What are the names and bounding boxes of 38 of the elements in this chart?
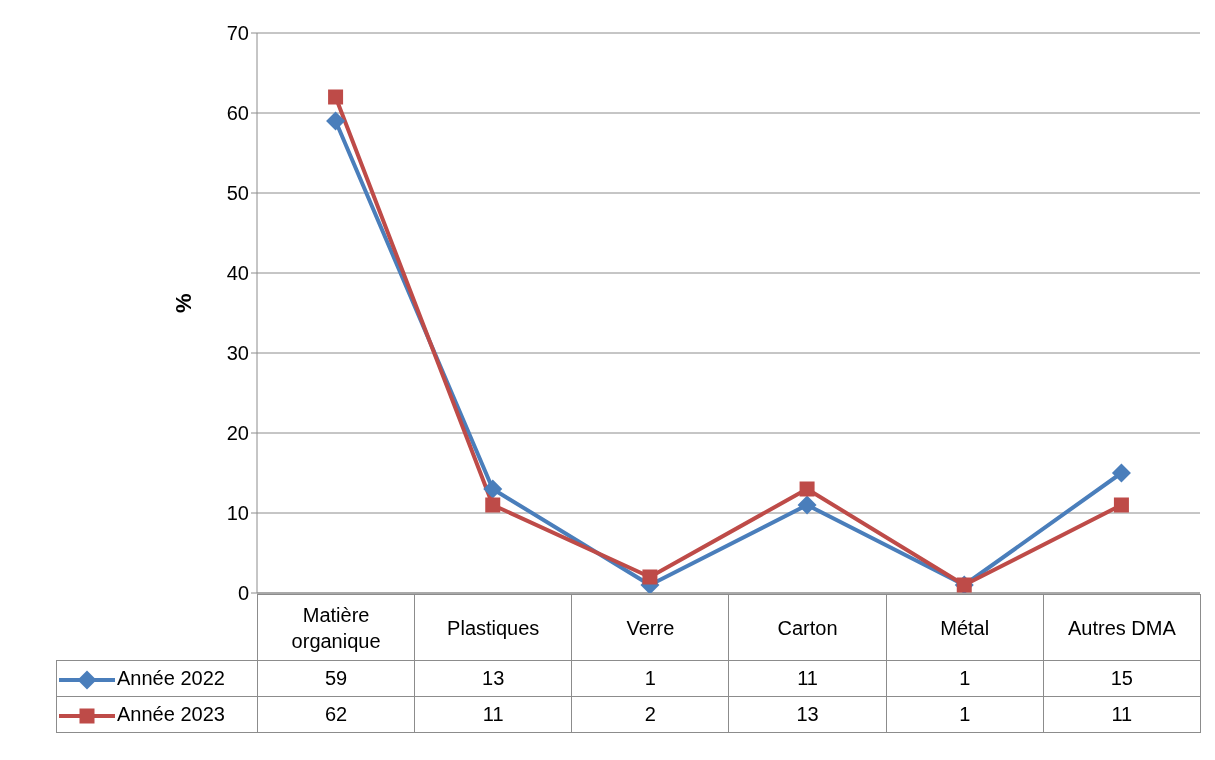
x-tick-label: Carton: [728, 594, 887, 661]
data-label: 1: [886, 696, 1044, 733]
data-label: 13: [414, 660, 572, 697]
data-label: 15: [1043, 660, 1201, 697]
y-tick-label: 10: [226, 502, 249, 525]
legend-label: Année 2022: [117, 667, 225, 689]
x-tick-label: Plastiques: [414, 594, 572, 661]
y-axis-title: %: [170, 293, 196, 313]
legend-label: Année 2023: [117, 703, 225, 725]
point: [328, 89, 344, 105]
data-label: 62: [257, 696, 415, 733]
data-label: 2: [571, 696, 729, 733]
data-label: 13: [728, 696, 887, 733]
x-tick-label: Verre: [571, 594, 729, 661]
data-label: 11: [728, 660, 887, 697]
y-tick-label: 40: [226, 262, 249, 285]
point: [797, 495, 817, 515]
data-label: 11: [414, 696, 572, 733]
point: [1111, 463, 1131, 483]
y-tick-label: 50: [226, 182, 249, 205]
y-tick-label: 70: [226, 22, 249, 45]
x-tick-label: Métal: [886, 594, 1044, 661]
point: [642, 569, 658, 585]
data-label: 1: [571, 660, 729, 697]
y-tick-label: 30: [226, 342, 249, 365]
point: [483, 479, 503, 499]
data-label: 1: [886, 660, 1044, 697]
point: [1113, 497, 1129, 513]
y-tick-label: 20: [226, 422, 249, 445]
y-tick-label: 60: [226, 102, 249, 125]
point: [485, 497, 501, 513]
y-tick-label: 0: [237, 582, 249, 605]
x-tick-label: Matière organique: [257, 594, 415, 661]
x-tick-label: Autres DMA: [1043, 594, 1201, 661]
point: [326, 111, 346, 131]
point: [799, 481, 815, 497]
data-label: 59: [257, 660, 415, 697]
data-label: 11: [1043, 696, 1201, 733]
